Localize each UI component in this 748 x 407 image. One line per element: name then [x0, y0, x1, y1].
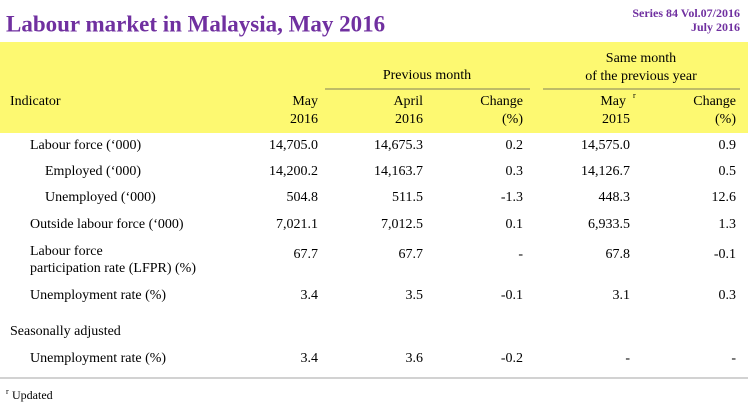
row-label: Unemployment rate (%)	[30, 351, 166, 366]
cell: 7,021.1	[276, 217, 318, 232]
row-label: Outside labour force (‘000)	[30, 217, 184, 232]
cell: 14,575.0	[581, 138, 630, 153]
column-header: April	[393, 94, 423, 109]
cell: -0.1	[714, 247, 736, 262]
cell: -	[625, 351, 630, 366]
cell: 14,200.2	[269, 164, 318, 179]
cell: 0.3	[719, 288, 737, 303]
column-header: (%)	[715, 112, 736, 127]
cell: -	[518, 247, 523, 262]
cell: 14,705.0	[269, 138, 318, 153]
title: Labour market in Malaysia, May 2016	[6, 11, 385, 36]
row-label: Employed (‘000)	[45, 164, 141, 179]
cell: 511.5	[392, 190, 423, 205]
superscript: r	[633, 91, 636, 100]
series-info: July 2016	[691, 20, 740, 34]
superscript: r	[6, 387, 9, 396]
cell: 3.6	[406, 351, 424, 366]
row-label: Seasonally adjusted	[10, 324, 121, 339]
column-header: 2015	[602, 112, 630, 127]
column-header: 2016	[395, 112, 423, 127]
column-header: Change	[693, 94, 736, 109]
column-header: 2016	[290, 112, 318, 127]
row-label: Labour force	[30, 244, 103, 259]
cell: 67.8	[606, 247, 631, 262]
cell: 3.4	[301, 288, 319, 303]
cell: -1.3	[501, 190, 523, 205]
cell: -0.2	[501, 351, 523, 366]
row-label: participation rate (LFPR) (%)	[30, 261, 196, 276]
series-info: Series 84 Vol.07/2016	[632, 6, 740, 20]
cell: 0.1	[506, 217, 524, 232]
cell: 0.2	[506, 138, 524, 153]
header-band	[0, 42, 748, 133]
cell: 14,163.7	[374, 164, 423, 179]
cell: 3.5	[406, 288, 424, 303]
column-header: May	[292, 94, 318, 109]
cell: 3.4	[301, 351, 319, 366]
footnote: Updated	[12, 388, 53, 402]
cell: 12.6	[712, 190, 737, 205]
cell: 67.7	[294, 247, 319, 262]
column-header: May	[600, 94, 626, 109]
group-header: Previous month	[383, 68, 471, 83]
cell: 3.1	[613, 288, 631, 303]
group-header: of the previous year	[585, 69, 697, 84]
cell: 14,126.7	[581, 164, 630, 179]
cell: -	[731, 351, 736, 366]
cell: 448.3	[599, 190, 631, 205]
cell: 0.3	[506, 164, 524, 179]
column-header: (%)	[502, 112, 523, 127]
cell: -0.1	[501, 288, 523, 303]
cell: 1.3	[719, 217, 737, 232]
cell: 14,675.3	[374, 138, 423, 153]
group-header: Same month	[606, 51, 676, 66]
cell: 504.8	[287, 190, 319, 205]
column-header: Indicator	[10, 94, 61, 109]
column-header: Change	[480, 94, 523, 109]
cell: 67.7	[399, 247, 424, 262]
cell: 6,933.5	[588, 217, 630, 232]
row-label: Labour force (‘000)	[30, 138, 142, 153]
cell: 0.9	[719, 138, 737, 153]
row-label: Unemployed (‘000)	[45, 190, 156, 205]
cell: 0.5	[719, 164, 737, 179]
cell: 7,012.5	[381, 217, 423, 232]
row-label: Unemployment rate (%)	[30, 288, 166, 303]
